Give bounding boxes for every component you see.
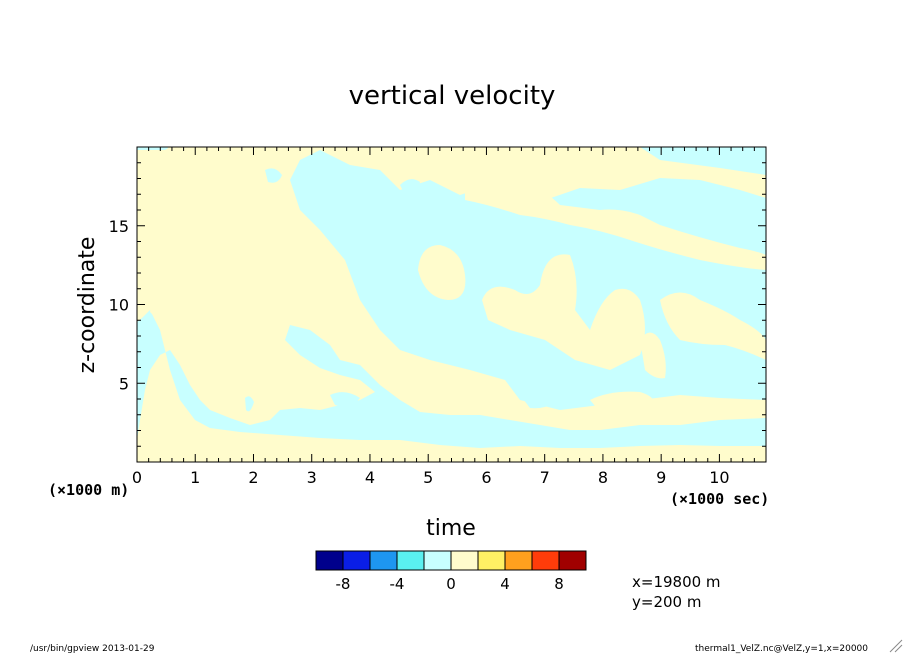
plot-area: 0 1 2 3 4 5 6 7 8 9 10 5 10 15 bbox=[109, 146, 767, 487]
colorbar-swatch bbox=[369, 550, 398, 571]
y-tick-label: 15 bbox=[109, 217, 129, 236]
x-tick-label: 5 bbox=[423, 468, 433, 487]
x-tick-label: 4 bbox=[365, 468, 375, 487]
colorbar-swatch bbox=[342, 550, 371, 571]
positive-region-left bbox=[150, 147, 176, 320]
x-tick-label: 8 bbox=[598, 468, 608, 487]
x-unit-label: (×1000 sec) bbox=[670, 490, 769, 508]
colorbar-tick-label: -4 bbox=[390, 575, 405, 593]
positive-region-main bbox=[137, 147, 766, 462]
x-axis-label: time bbox=[426, 516, 476, 541]
x-tick-label: 6 bbox=[481, 468, 491, 487]
x-tick-label: 0 bbox=[132, 468, 142, 487]
y-ticks: 5 10 15 bbox=[109, 146, 766, 463]
positive-region-island-5 bbox=[640, 332, 666, 379]
x-tick-label: 3 bbox=[307, 468, 317, 487]
footer-right: thermal1_VelZ.nc@VelZ,y=1,x=20000 bbox=[695, 644, 868, 654]
x-tick-label: 9 bbox=[656, 468, 666, 487]
colorbar-swatch bbox=[450, 550, 479, 571]
colorbar-tick-label: 4 bbox=[500, 575, 510, 593]
footer-left: /usr/bin/gpview 2013-01-29 bbox=[30, 644, 155, 654]
y-axis-label: z-coordinate bbox=[75, 237, 100, 374]
x-tick-label: 10 bbox=[709, 468, 729, 487]
colorbar-tick-label: 0 bbox=[446, 575, 456, 593]
negative-regions bbox=[245, 168, 560, 412]
colorbar-tick-label: -8 bbox=[336, 575, 351, 593]
positive-region-island-1 bbox=[418, 245, 466, 300]
chart-title: vertical velocity bbox=[349, 81, 556, 111]
negative-region-island-4 bbox=[245, 396, 254, 412]
x-ticks: 0 1 2 3 4 5 6 7 8 9 10 bbox=[132, 147, 767, 487]
negative-region-island-1 bbox=[265, 168, 282, 183]
colorbar-swatch bbox=[558, 550, 587, 571]
positive-region-island-4 bbox=[465, 175, 766, 270]
colorbar-swatch bbox=[315, 550, 344, 571]
positive-region-island-6 bbox=[590, 391, 654, 412]
positive-region-island-3 bbox=[660, 292, 766, 360]
colorbar: -8 -4 0 4 8 bbox=[315, 550, 587, 593]
y-tick-label: 10 bbox=[109, 296, 129, 315]
info-y-position: y=200 m bbox=[632, 593, 701, 611]
y-tick-label: 5 bbox=[119, 374, 129, 393]
positive-regions bbox=[137, 147, 766, 462]
colorbar-swatch bbox=[396, 550, 425, 571]
x-tick-label: 1 bbox=[190, 468, 200, 487]
positive-region-island-2 bbox=[482, 254, 645, 370]
colorbar-tick-label: 8 bbox=[554, 575, 564, 593]
y-unit-label: (×1000 m) bbox=[48, 481, 129, 499]
info-x-position: x=19800 m bbox=[632, 573, 721, 591]
resize-grip-icon[interactable] bbox=[889, 639, 903, 653]
negative-region-island-2 bbox=[400, 179, 420, 195]
x-tick-label: 2 bbox=[248, 468, 258, 487]
colorbar-swatch bbox=[423, 550, 452, 571]
x-tick-label: 7 bbox=[540, 468, 550, 487]
colorbar-swatch bbox=[477, 550, 506, 571]
negative-region-island-5 bbox=[520, 389, 560, 409]
colorbar-swatch bbox=[504, 550, 533, 571]
negative-region-island-3 bbox=[330, 392, 360, 407]
colorbar-swatch bbox=[531, 550, 560, 571]
